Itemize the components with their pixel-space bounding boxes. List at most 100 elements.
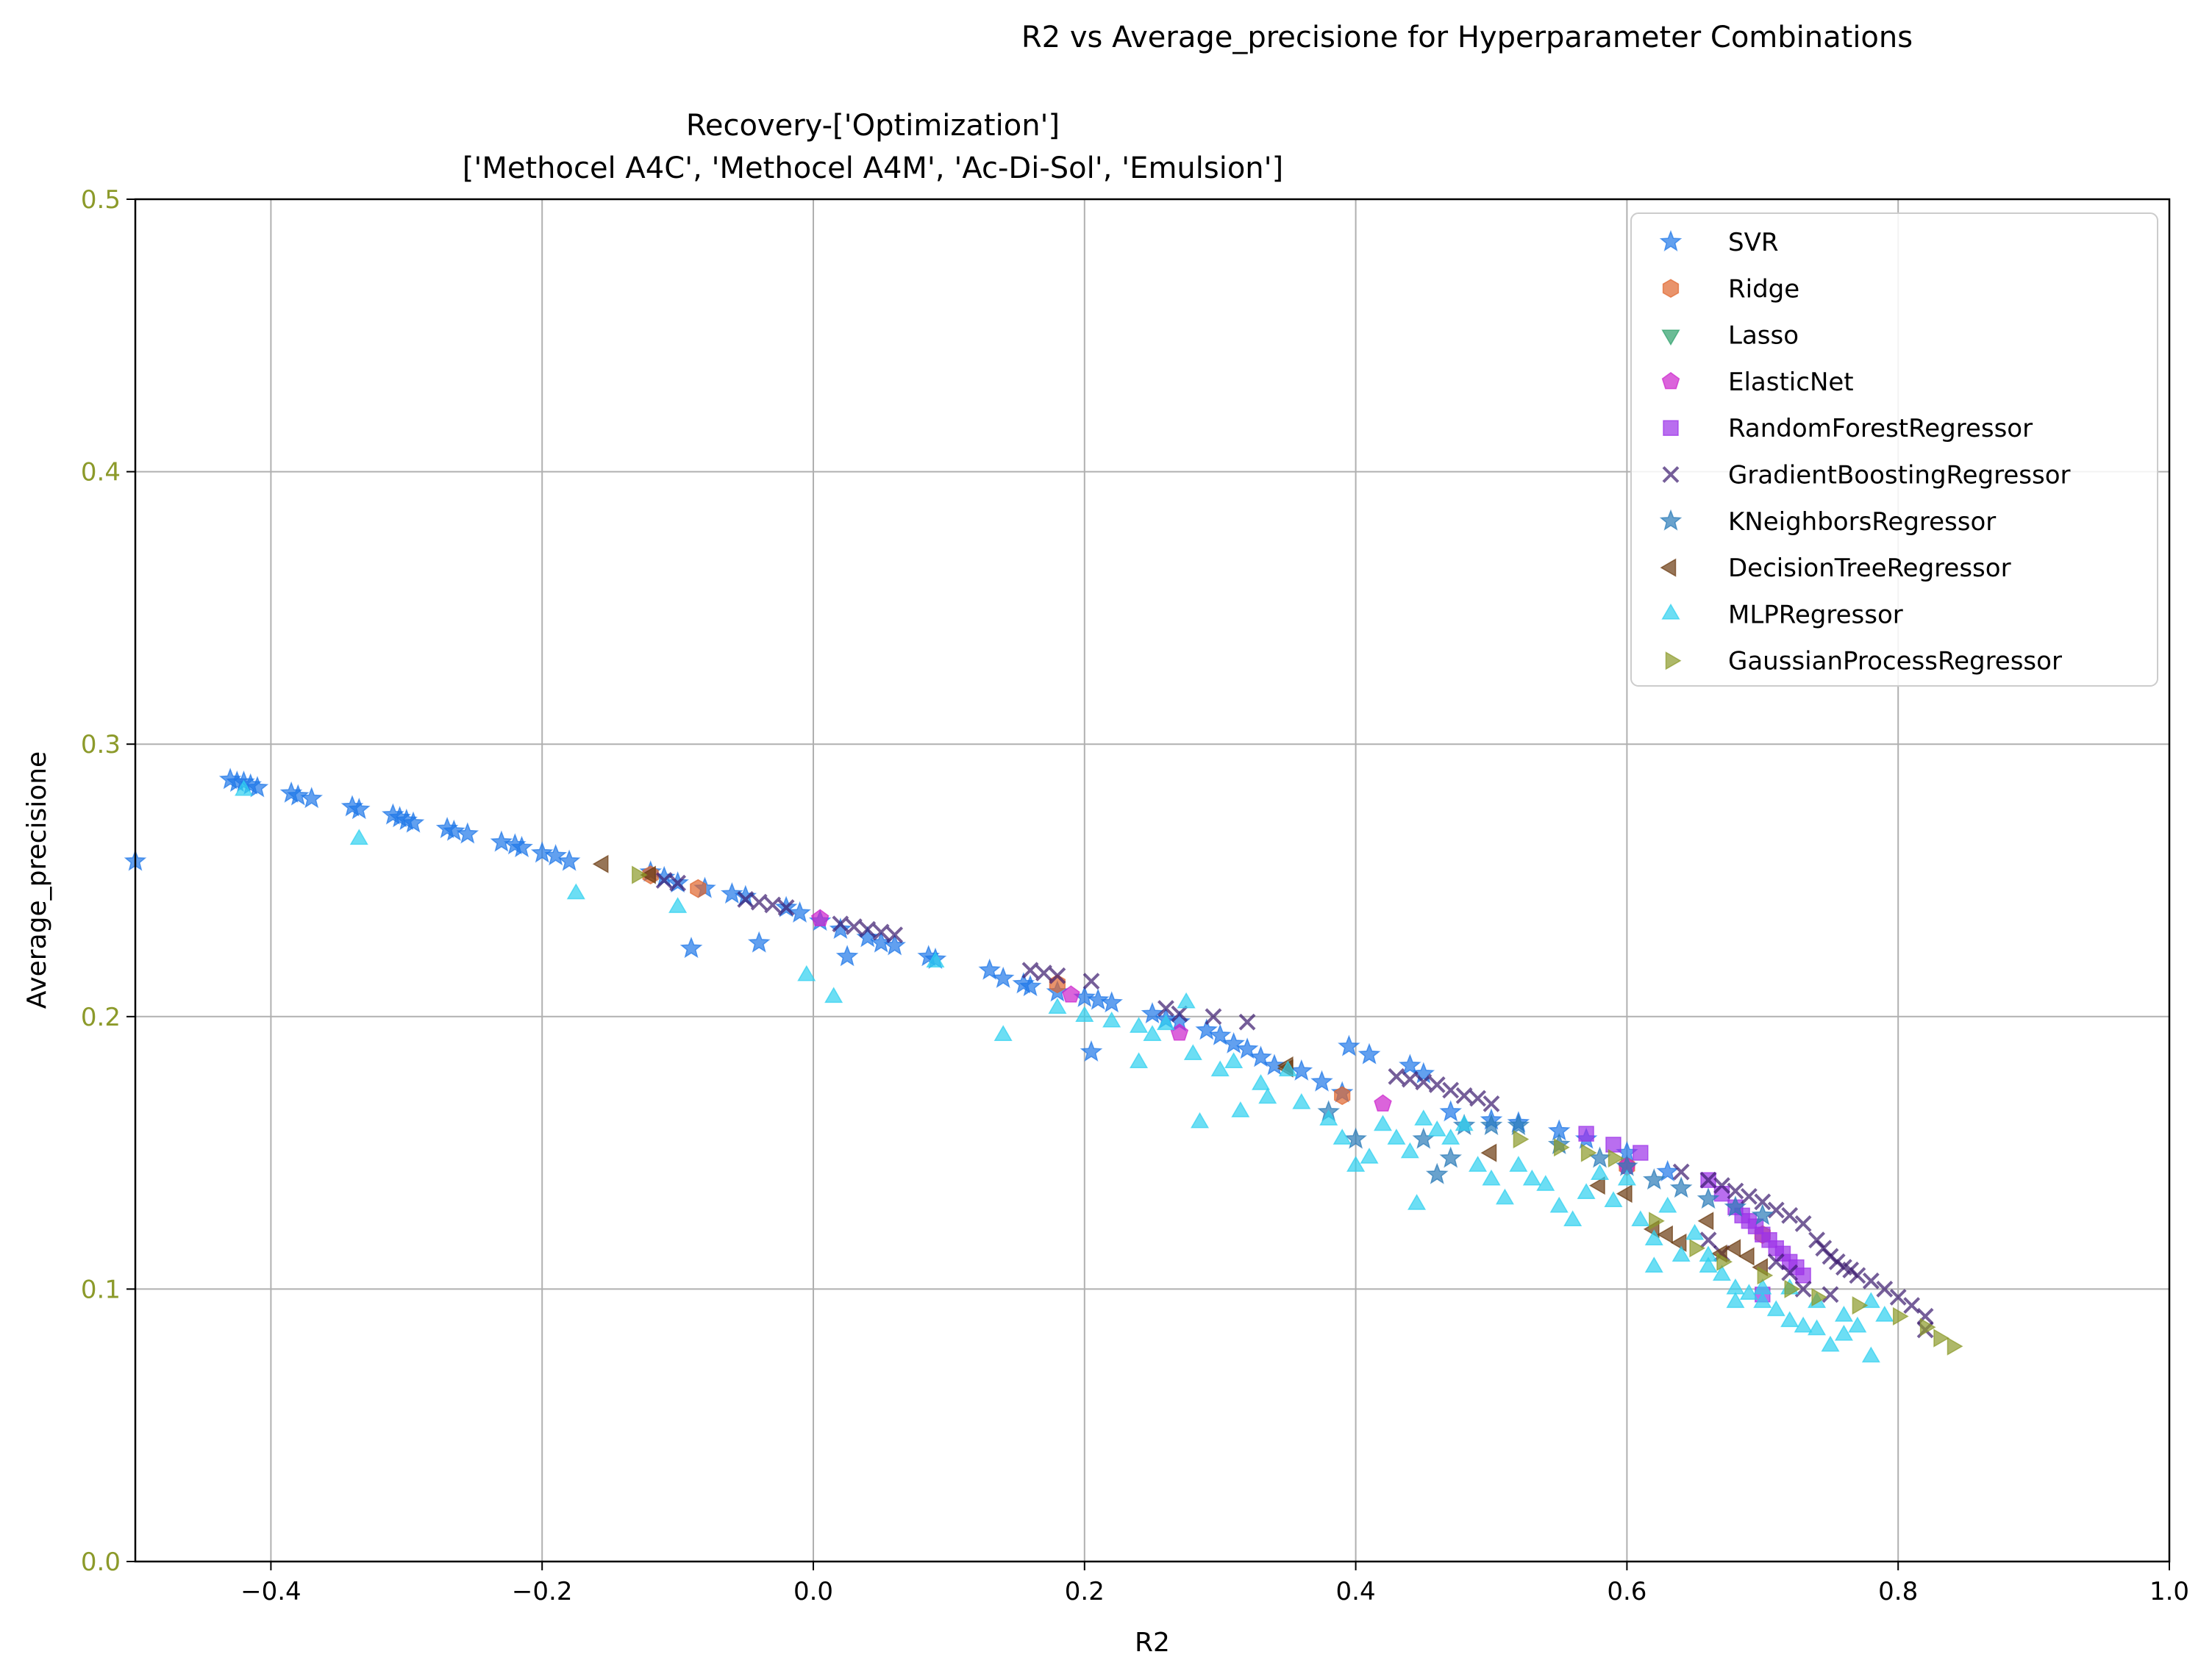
y-axis-label: Average_precisione xyxy=(22,751,52,1009)
point-mlpregressor xyxy=(1604,1191,1623,1208)
point-svr xyxy=(1018,974,1042,997)
point-random-forest-regressor xyxy=(1633,1145,1649,1161)
point-mlpregressor xyxy=(1834,1305,1854,1322)
point-elastic-net xyxy=(1374,1094,1392,1112)
point-mlpregressor xyxy=(1319,1109,1338,1126)
point-mlpregressor xyxy=(1699,1245,1718,1262)
point-gaussian-process-regressor xyxy=(1933,1328,1949,1348)
point-mlpregressor xyxy=(1332,1128,1352,1145)
point-gradient-boosting-regressor xyxy=(1035,965,1052,981)
point-decision-tree-regressor xyxy=(1738,1247,1755,1266)
point-svr xyxy=(1656,1159,1679,1182)
point-mlpregressor xyxy=(1631,1210,1650,1227)
point-mlpregressor xyxy=(1766,1300,1785,1317)
point-ridge xyxy=(690,879,707,898)
chart-title-line2: ['Methocel A4C', 'Methocel A4M', 'Ac-Di-… xyxy=(463,151,1284,185)
point-gradient-boosting-regressor xyxy=(655,872,673,889)
legend-label-elastic-net: ElasticNet xyxy=(1728,368,1854,397)
point-mlpregressor xyxy=(1177,992,1196,1009)
point-random-forest-regressor xyxy=(1578,1126,1594,1142)
point-mlpregressor xyxy=(1794,1316,1813,1333)
point-decision-tree-regressor xyxy=(1657,1225,1673,1244)
point-gradient-boosting-regressor xyxy=(1889,1289,1907,1306)
point-svr xyxy=(1235,1037,1259,1059)
point-decision-tree-regressor xyxy=(1724,1239,1741,1258)
point-mlpregressor xyxy=(797,965,816,981)
point-gaussian-process-regressor xyxy=(1852,1296,1869,1315)
point-svr xyxy=(1208,1023,1232,1045)
point-gradient-boosting-regressor xyxy=(1082,973,1100,990)
legend-label-random-forest-regressor: RandomForestRegressor xyxy=(1728,414,2033,443)
point-decision-tree-regressor xyxy=(640,865,656,884)
point-elastic-net xyxy=(810,909,830,926)
point-gradient-boosting-regressor xyxy=(1849,1267,1866,1284)
point-mlpregressor xyxy=(1455,1115,1474,1131)
legend-marker-kneighbors-regressor xyxy=(1659,509,1683,531)
point-mlpregressor xyxy=(235,779,254,796)
y-tick-label: 0.0 xyxy=(81,1548,121,1577)
point-kneighbors-regressor xyxy=(1751,1203,1774,1226)
point-mlpregressor xyxy=(1191,1112,1210,1128)
point-gradient-boosting-regressor xyxy=(1876,1280,1894,1298)
point-svr xyxy=(1398,1054,1421,1076)
point-mlpregressor xyxy=(1156,1014,1176,1031)
point-svr xyxy=(456,822,479,844)
legend-marker-decision-tree-regressor xyxy=(1660,558,1677,577)
point-gradient-boosting-regressor xyxy=(845,918,863,935)
point-mlpregressor xyxy=(1509,1156,1528,1172)
point-mlpregressor xyxy=(824,987,843,1004)
point-gradient-boosting-regressor xyxy=(1672,1163,1690,1181)
legend-label-decision-tree-regressor: DecisionTreeRegressor xyxy=(1728,554,2011,583)
point-gradient-boosting-regressor xyxy=(1469,1090,1486,1107)
point-gradient-boosting-regressor xyxy=(1455,1087,1473,1104)
x-tick-label: −0.2 xyxy=(512,1577,573,1606)
point-mlpregressor xyxy=(1739,1284,1758,1301)
point-kneighbors-regressor xyxy=(1643,1168,1666,1190)
point-decision-tree-regressor xyxy=(1588,1176,1605,1195)
point-mlpregressor xyxy=(1427,1120,1446,1137)
point-mlpregressor xyxy=(1577,1183,1596,1199)
point-svr xyxy=(402,811,425,833)
point-mlpregressor xyxy=(1414,1109,1433,1126)
point-svr xyxy=(1195,1018,1219,1040)
axis-ticks: −0.4 −0.2 0.0 0.2 0.4 0.6 0.8 1.0 0.0 0.1 0.2 0.3 0.… xyxy=(81,185,2189,1606)
point-gaussian-process-regressor xyxy=(1947,1337,1963,1356)
point-kneighbors-regressor xyxy=(1724,1195,1747,1217)
point-mlpregressor xyxy=(1644,1229,1663,1245)
point-mlpregressor xyxy=(668,897,688,913)
point-decision-tree-regressor xyxy=(1480,1143,1497,1162)
x-tick-label: 1.0 xyxy=(2149,1577,2189,1606)
point-gradient-boosting-regressor xyxy=(1699,1231,1717,1249)
point-gradient-boosting-regressor xyxy=(872,923,890,941)
point-svr xyxy=(443,819,465,841)
point-gaussian-process-regressor xyxy=(1716,1252,1733,1271)
point-gaussian-process-regressor xyxy=(1784,1279,1801,1299)
point-gradient-boosting-regressor xyxy=(1442,1081,1460,1099)
point-random-forest-regressor xyxy=(1713,1185,1730,1202)
point-mlpregressor xyxy=(1129,1052,1149,1069)
point-mlpregressor xyxy=(1563,1210,1583,1227)
point-decision-tree-regressor xyxy=(1616,1184,1633,1203)
point-svr xyxy=(991,966,1015,988)
point-elastic-net xyxy=(1062,985,1080,1003)
point-mlpregressor xyxy=(1685,1223,1705,1240)
legend-box xyxy=(1630,212,2158,687)
point-gradient-boosting-regressor xyxy=(1767,1253,1785,1270)
point-mlpregressor xyxy=(1224,1052,1244,1069)
point-mlpregressor xyxy=(1848,1316,1867,1333)
point-svr xyxy=(490,830,513,852)
point-gradient-boosting-regressor xyxy=(1483,1095,1500,1112)
point-mlpregressor xyxy=(1672,1245,1691,1262)
point-mlpregressor xyxy=(349,829,368,845)
point-gradient-boosting-regressor xyxy=(750,893,768,911)
point-gaussian-process-regressor xyxy=(1553,1138,1570,1157)
point-gradient-boosting-regressor xyxy=(1021,962,1039,979)
legend: SVR Ridge Lasso ElasticNet RandomForestRegre… xyxy=(1630,212,2158,687)
point-gradient-boosting-regressor xyxy=(1727,1182,1744,1200)
point-mlpregressor xyxy=(1522,1169,1541,1186)
point-svr xyxy=(1412,1062,1435,1084)
point-svr xyxy=(510,835,533,858)
x-tick-label: 0.2 xyxy=(1065,1577,1105,1606)
point-mlpregressor xyxy=(1549,1196,1569,1213)
point-kneighbors-regressor xyxy=(1412,1127,1435,1149)
